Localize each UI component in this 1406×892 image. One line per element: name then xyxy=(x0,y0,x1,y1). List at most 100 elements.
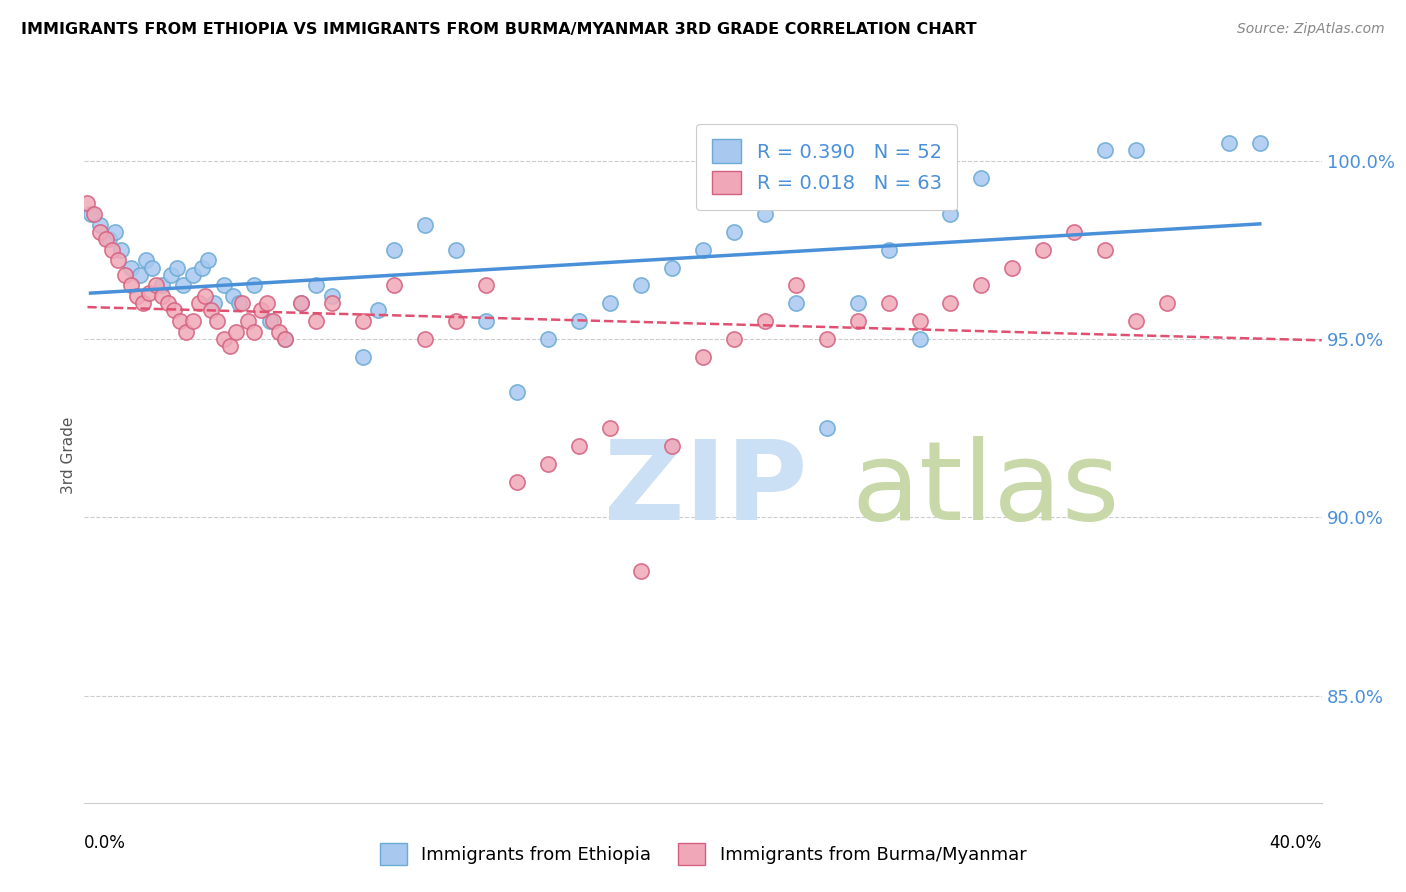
Point xyxy=(723,225,745,239)
Point xyxy=(815,421,838,435)
Text: ZIP: ZIP xyxy=(605,436,807,543)
Point xyxy=(135,253,157,268)
Point xyxy=(939,207,962,221)
Point xyxy=(169,314,191,328)
Text: atlas: atlas xyxy=(852,436,1121,543)
Point xyxy=(506,475,529,489)
Text: Source: ZipAtlas.com: Source: ZipAtlas.com xyxy=(1237,22,1385,37)
Point xyxy=(413,218,436,232)
Point xyxy=(107,253,129,268)
Point xyxy=(382,243,405,257)
Point xyxy=(238,314,260,328)
Point xyxy=(89,218,111,232)
Point xyxy=(382,278,405,293)
Legend: R = 0.390   N = 52, R = 0.018   N = 63: R = 0.390 N = 52, R = 0.018 N = 63 xyxy=(696,124,957,210)
Point xyxy=(150,278,173,293)
Point xyxy=(723,332,745,346)
Point xyxy=(194,289,217,303)
Point xyxy=(877,243,900,257)
Point xyxy=(212,278,235,293)
Point xyxy=(125,289,148,303)
Point xyxy=(145,278,167,293)
Point xyxy=(815,332,838,346)
Point xyxy=(150,289,173,303)
Point xyxy=(506,385,529,400)
Point xyxy=(191,260,214,275)
Point xyxy=(970,171,993,186)
Point xyxy=(202,296,225,310)
Point xyxy=(413,332,436,346)
Point xyxy=(537,332,560,346)
Point xyxy=(908,314,931,328)
Point xyxy=(661,260,683,275)
Point xyxy=(138,285,160,300)
Point xyxy=(181,268,204,282)
Point xyxy=(630,278,652,293)
Point xyxy=(120,260,142,275)
Point xyxy=(1001,260,1024,275)
Point xyxy=(1125,143,1147,157)
Point xyxy=(225,325,247,339)
Point xyxy=(599,421,621,435)
Point xyxy=(98,232,121,246)
Point xyxy=(630,564,652,578)
Point xyxy=(754,207,776,221)
Point xyxy=(274,332,297,346)
Point xyxy=(970,278,993,293)
Point xyxy=(163,303,186,318)
Point xyxy=(120,278,142,293)
Point xyxy=(877,296,900,310)
Point xyxy=(1094,243,1116,257)
Point xyxy=(754,314,776,328)
Point xyxy=(1156,296,1178,310)
Point xyxy=(172,278,194,293)
Point xyxy=(222,289,245,303)
Point xyxy=(444,243,467,257)
Point xyxy=(1249,136,1271,150)
Point xyxy=(83,207,105,221)
Y-axis label: 3rd Grade: 3rd Grade xyxy=(60,417,76,493)
Point xyxy=(256,296,278,310)
Point xyxy=(228,296,250,310)
Point xyxy=(908,332,931,346)
Point xyxy=(352,350,374,364)
Point xyxy=(231,296,253,310)
Point xyxy=(79,207,101,221)
Point xyxy=(76,196,98,211)
Point xyxy=(692,350,714,364)
Point xyxy=(367,303,389,318)
Point xyxy=(444,314,467,328)
Point xyxy=(1125,314,1147,328)
Point xyxy=(132,296,155,310)
Point xyxy=(290,296,312,310)
Point xyxy=(846,296,869,310)
Point xyxy=(212,332,235,346)
Point xyxy=(166,260,188,275)
Text: 0.0%: 0.0% xyxy=(84,834,127,852)
Point xyxy=(1094,143,1116,157)
Point xyxy=(568,314,591,328)
Point xyxy=(269,325,291,339)
Point xyxy=(537,457,560,471)
Point xyxy=(475,314,498,328)
Point xyxy=(129,268,152,282)
Point xyxy=(197,253,219,268)
Point xyxy=(599,296,621,310)
Point xyxy=(207,314,229,328)
Point xyxy=(249,303,271,318)
Point xyxy=(156,296,179,310)
Point xyxy=(1063,225,1085,239)
Point xyxy=(1032,243,1054,257)
Point xyxy=(259,314,281,328)
Point xyxy=(846,314,869,328)
Point xyxy=(1218,136,1240,150)
Point xyxy=(160,268,183,282)
Point xyxy=(475,278,498,293)
Point xyxy=(187,296,209,310)
Point xyxy=(305,278,328,293)
Point xyxy=(94,232,117,246)
Point xyxy=(785,296,807,310)
Point xyxy=(305,314,328,328)
Point xyxy=(89,225,111,239)
Text: IMMIGRANTS FROM ETHIOPIA VS IMMIGRANTS FROM BURMA/MYANMAR 3RD GRADE CORRELATION : IMMIGRANTS FROM ETHIOPIA VS IMMIGRANTS F… xyxy=(21,22,977,37)
